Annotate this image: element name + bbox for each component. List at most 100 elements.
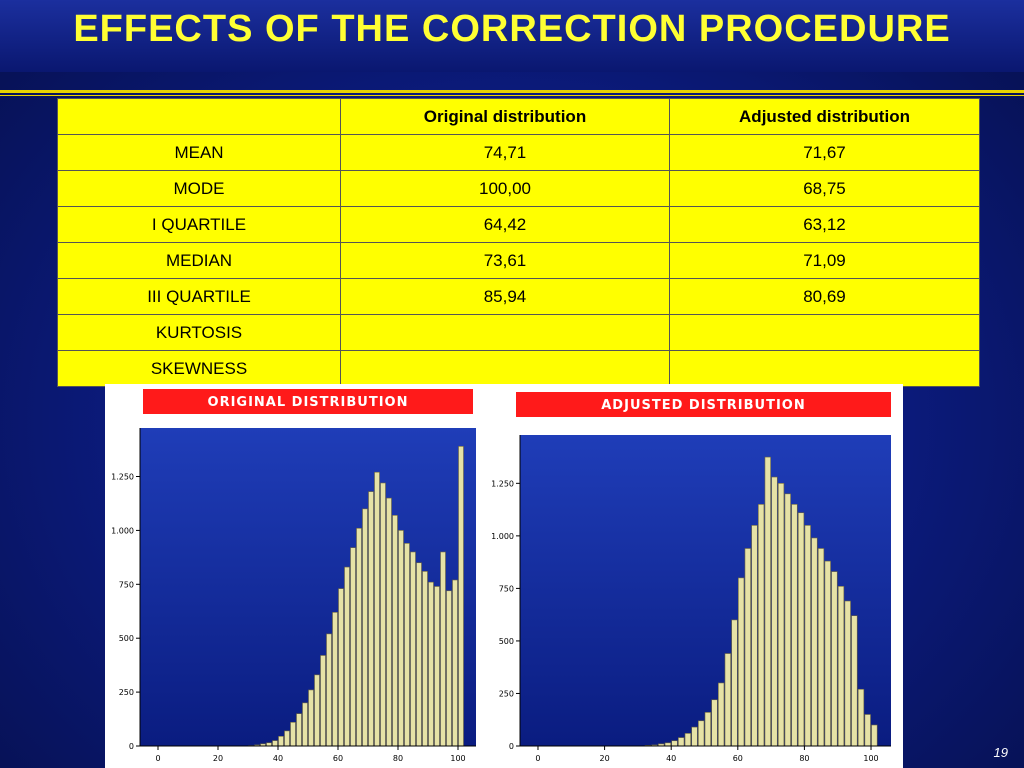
slide-title: EFFECTS OF THE CORRECTION PROCEDURE bbox=[73, 8, 951, 50]
table-row: SKEWNESS bbox=[57, 350, 980, 387]
table-cell: I QUARTILE bbox=[57, 206, 341, 243]
x-tick-label: 40 bbox=[273, 754, 283, 763]
bar bbox=[811, 537, 818, 747]
table-cell bbox=[669, 314, 980, 351]
bar bbox=[837, 585, 845, 747]
title-box bbox=[143, 389, 473, 414]
bar bbox=[804, 525, 811, 747]
bar bbox=[386, 497, 392, 747]
corner-cell bbox=[57, 98, 341, 135]
bar bbox=[678, 737, 685, 747]
bar bbox=[446, 590, 452, 747]
chart-title: ORIGINAL DISTRIBUTION bbox=[208, 395, 409, 410]
bar bbox=[698, 720, 705, 747]
bar bbox=[392, 515, 398, 747]
bar bbox=[314, 674, 320, 747]
x-tick-label: 20 bbox=[213, 754, 223, 763]
bar bbox=[278, 735, 284, 747]
y-tick-label: 750 bbox=[119, 580, 134, 589]
bar bbox=[671, 740, 678, 747]
table-cell bbox=[340, 314, 670, 351]
bar bbox=[344, 566, 350, 747]
bar bbox=[731, 619, 738, 747]
x-tick-label: 60 bbox=[333, 754, 343, 763]
y-tick-label: 0 bbox=[509, 742, 514, 751]
chart-title: ADJUSTED DISTRIBUTION bbox=[601, 398, 805, 413]
y-tick-label: 750 bbox=[499, 584, 514, 593]
bar bbox=[290, 721, 296, 747]
bar bbox=[817, 548, 825, 747]
bar bbox=[440, 551, 446, 747]
x-tick-label: 0 bbox=[535, 754, 540, 763]
bar bbox=[857, 688, 865, 747]
bar bbox=[332, 612, 338, 747]
x-tick-label: 100 bbox=[863, 754, 878, 763]
x-tick-label: 80 bbox=[393, 754, 403, 763]
bar bbox=[422, 571, 428, 747]
bar bbox=[751, 525, 758, 747]
bar bbox=[791, 504, 798, 747]
y-tick-label: 500 bbox=[499, 637, 514, 646]
y-tick-label: 1.000 bbox=[491, 532, 514, 541]
bar bbox=[684, 733, 691, 747]
bar bbox=[844, 600, 851, 747]
table-cell: KURTOSIS bbox=[57, 314, 341, 351]
bar bbox=[428, 581, 434, 747]
table-row: III QUARTILE 85,94 80,69 bbox=[57, 278, 980, 315]
bar bbox=[380, 482, 386, 747]
bar bbox=[416, 562, 422, 747]
bar bbox=[724, 653, 731, 747]
bar bbox=[308, 689, 314, 747]
bar bbox=[871, 724, 878, 747]
title-bar bbox=[0, 0, 1024, 72]
bar bbox=[718, 682, 725, 747]
page-number: 19 bbox=[993, 745, 1008, 760]
bar bbox=[302, 702, 308, 747]
table-cell: 64,42 bbox=[340, 206, 670, 243]
bar bbox=[784, 493, 791, 747]
x-tick-label: 100 bbox=[450, 754, 465, 763]
x-tick-label: 60 bbox=[733, 754, 743, 763]
bar bbox=[771, 476, 778, 747]
bar bbox=[691, 726, 698, 747]
y-tick-label: 1.250 bbox=[111, 473, 134, 482]
rule bbox=[0, 90, 1024, 93]
bar bbox=[797, 512, 805, 747]
table-cell: 85,94 bbox=[340, 278, 670, 315]
bar bbox=[404, 543, 410, 747]
bar bbox=[434, 586, 440, 747]
bar bbox=[831, 571, 838, 747]
y-tick-label: 250 bbox=[499, 689, 514, 698]
bar bbox=[272, 740, 278, 747]
header-row: Original distribution Adjusted distribut… bbox=[57, 98, 980, 135]
bar bbox=[374, 471, 380, 747]
title-box bbox=[516, 392, 891, 417]
x-tick-label: 20 bbox=[599, 754, 609, 763]
y-tick-label: 1.000 bbox=[111, 526, 134, 535]
table-body: Original distribution Adjusted distribut… bbox=[57, 98, 980, 387]
table-cell: 68,75 bbox=[669, 170, 980, 207]
table-cell: MEDIAN bbox=[57, 242, 341, 279]
y-tick-label: 0 bbox=[129, 742, 134, 751]
table-cell: 73,61 bbox=[340, 242, 670, 279]
x-tick-label: 40 bbox=[666, 754, 676, 763]
bar bbox=[711, 699, 718, 747]
bar bbox=[362, 508, 368, 747]
x-tick-label: 80 bbox=[799, 754, 809, 763]
bar bbox=[764, 456, 771, 747]
bar bbox=[356, 527, 362, 747]
table-cell: MEAN bbox=[57, 134, 341, 171]
x-tick-label: 0 bbox=[155, 754, 160, 763]
table-cell: 71,09 bbox=[669, 242, 980, 279]
table-cell: 63,12 bbox=[669, 206, 980, 243]
bar bbox=[851, 615, 858, 747]
bar bbox=[824, 560, 831, 747]
bar bbox=[350, 547, 356, 747]
bar bbox=[458, 446, 464, 747]
stats-table: Original distribution Adjusted distribut… bbox=[57, 98, 980, 387]
bar bbox=[864, 714, 871, 747]
bar bbox=[738, 577, 745, 747]
bar bbox=[296, 713, 302, 747]
